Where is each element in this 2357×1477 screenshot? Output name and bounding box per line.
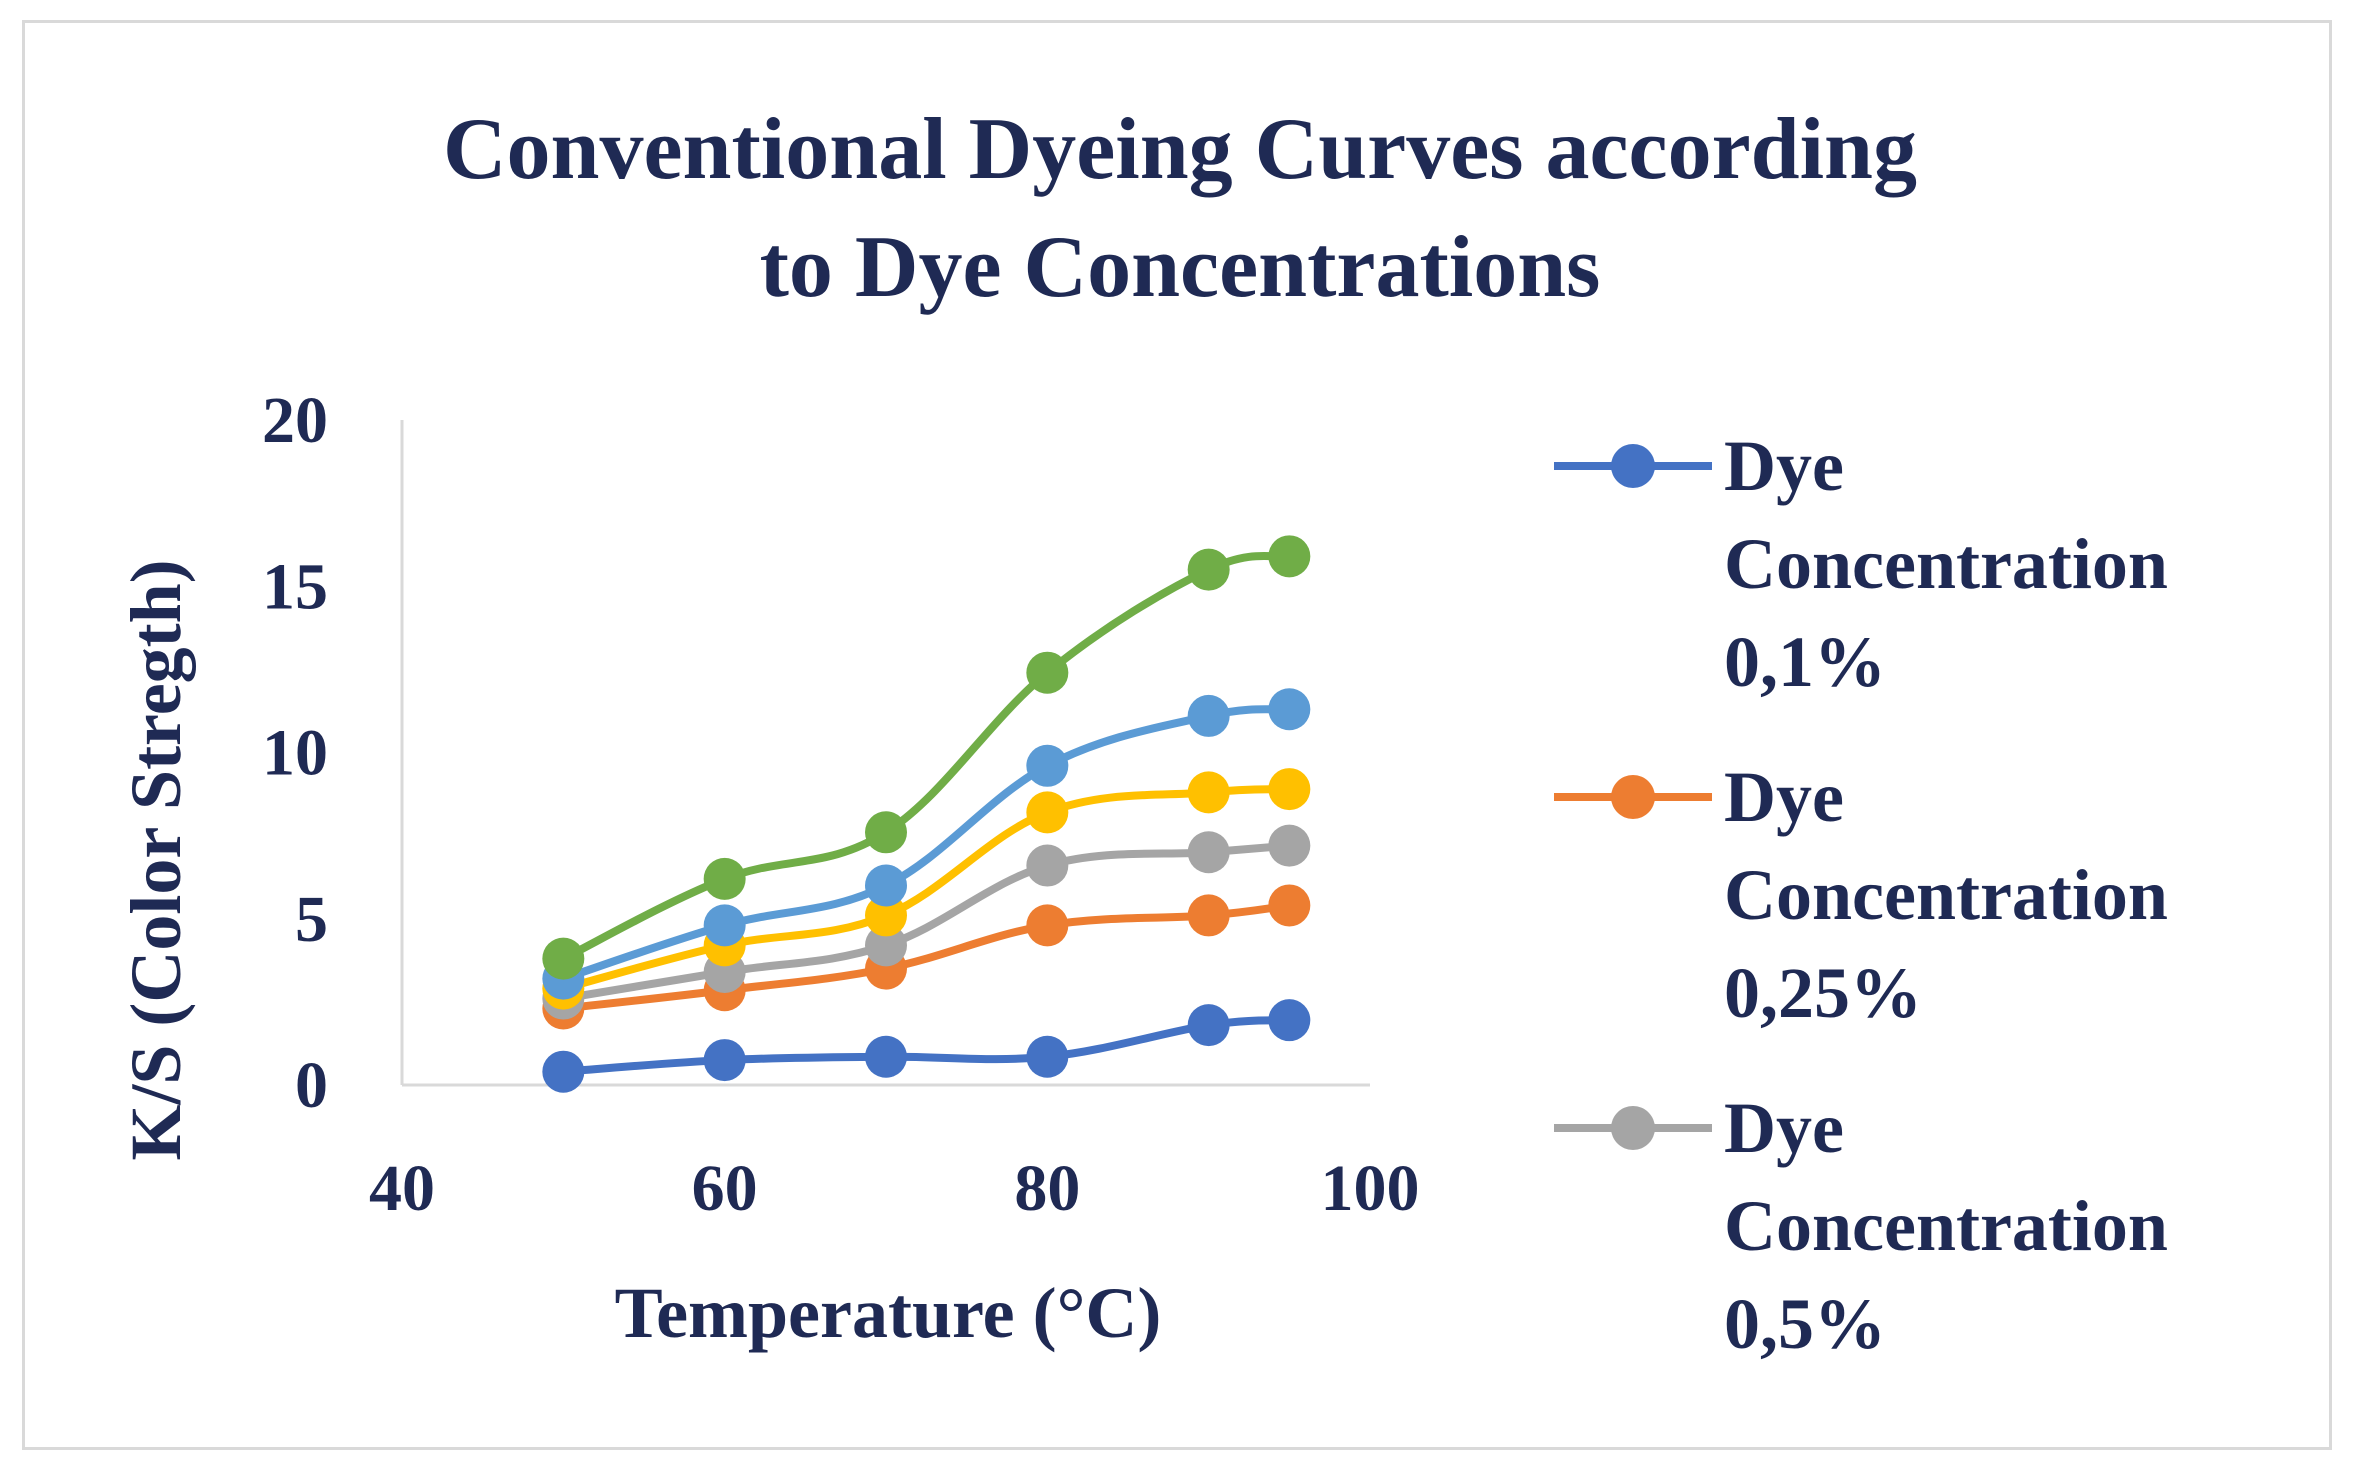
data-point-series-0 <box>703 1039 746 1082</box>
chart-title-line-2: to Dye Concentrations <box>760 219 1601 316</box>
legend-swatch-marker <box>1611 775 1655 819</box>
data-point-series-3 <box>1026 791 1069 834</box>
series-line-2 <box>559 841 1294 1003</box>
data-point-series-5 <box>1187 548 1230 591</box>
legend-label: 0,25% <box>1724 953 1922 1033</box>
data-point-series-3 <box>1268 768 1311 811</box>
data-point-series-0 <box>865 1035 907 1078</box>
legend-label: Dye <box>1724 757 1844 837</box>
legend-label: 0,1% <box>1724 622 1886 702</box>
data-point-series-5 <box>1268 535 1311 578</box>
series-line-0 <box>559 1016 1294 1076</box>
x-tick-label: 80 <box>1014 1152 1080 1225</box>
y-tick-label: 10 <box>262 717 328 790</box>
chart-frame <box>22 20 2332 1450</box>
y-tick-label: 15 <box>262 550 328 623</box>
legend-label: Concentration <box>1724 524 2168 604</box>
data-point-series-4 <box>1026 744 1069 787</box>
x-axis-label: Temperature (°C) <box>615 1273 1162 1353</box>
legend-label: Concentration <box>1724 1186 2168 1266</box>
y-tick-label: 20 <box>262 384 328 457</box>
chart-title-line-1: Conventional Dyeing Curves according <box>443 101 1917 198</box>
y-axis-label: K/S (Color Stregth) <box>116 559 196 1160</box>
data-point-series-0 <box>1026 1035 1069 1078</box>
data-point-series-5 <box>542 937 585 980</box>
data-point-series-5 <box>703 857 746 900</box>
data-point-series-2 <box>1187 831 1230 874</box>
y-tick-label: 0 <box>295 1049 328 1122</box>
data-point-series-1 <box>1026 904 1069 947</box>
data-point-series-0 <box>542 1050 585 1093</box>
data-point-series-2 <box>1026 844 1069 887</box>
data-point-series-5 <box>1026 651 1069 694</box>
legend-swatch-marker <box>1611 444 1655 488</box>
data-point-series-4 <box>1268 688 1311 731</box>
data-point-series-4 <box>865 864 907 907</box>
data-point-series-0 <box>1268 999 1311 1042</box>
data-point-series-3 <box>865 894 907 937</box>
x-tick-label: 100 <box>1321 1152 1420 1225</box>
legend-label: Dye <box>1724 426 1844 506</box>
legend-label: 0,5% <box>1724 1284 1886 1364</box>
data-point-series-2 <box>865 924 907 967</box>
data-point-series-5 <box>865 811 907 854</box>
data-point-series-3 <box>1187 771 1230 814</box>
x-tick-label: 40 <box>369 1152 435 1225</box>
data-point-series-4 <box>1187 694 1230 737</box>
data-point-series-0 <box>1187 1004 1230 1047</box>
data-point-series-2 <box>1268 824 1311 867</box>
series-line-5 <box>559 552 1294 963</box>
legend-swatch-marker <box>1611 1106 1655 1150</box>
x-tick-label: 60 <box>692 1152 758 1225</box>
series-line-4 <box>559 705 1294 983</box>
legend-label: Concentration <box>1724 855 2168 935</box>
data-point-series-4 <box>703 904 746 947</box>
data-point-series-1 <box>1268 884 1311 927</box>
legend-label: Dye <box>1724 1088 1844 1168</box>
data-point-series-1 <box>1187 894 1230 937</box>
y-tick-label: 5 <box>295 883 328 956</box>
